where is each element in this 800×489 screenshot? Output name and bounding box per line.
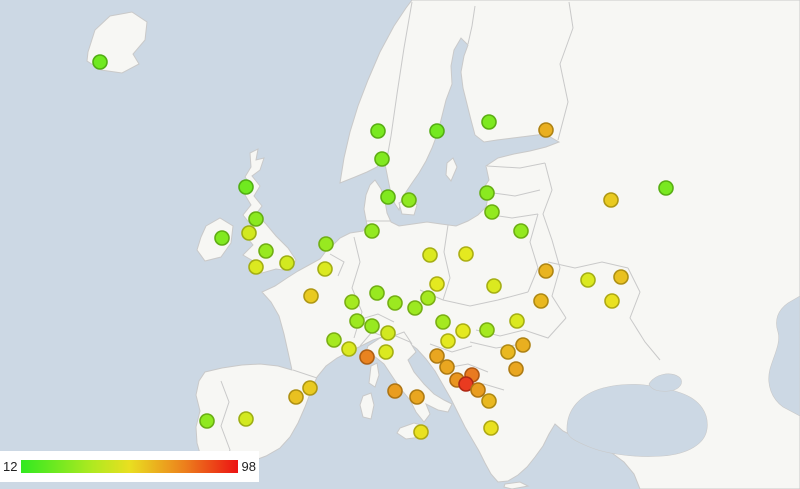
map-marker[interactable]	[238, 179, 254, 195]
map-marker[interactable]	[374, 151, 390, 167]
map-marker[interactable]	[413, 424, 429, 440]
map-legend: 12 98	[0, 451, 259, 482]
map-marker[interactable]	[484, 204, 500, 220]
map-marker[interactable]	[515, 337, 531, 353]
map-marker[interactable]	[258, 243, 274, 259]
landmass-mainland-europe	[195, 0, 800, 489]
map-marker[interactable]	[479, 185, 495, 201]
map-marker[interactable]	[458, 376, 474, 392]
map-marker[interactable]	[470, 382, 486, 398]
map-marker[interactable]	[455, 323, 471, 339]
map-marker[interactable]	[435, 314, 451, 330]
landmass-great-britain	[242, 148, 297, 274]
map-marker[interactable]	[288, 389, 304, 405]
map-marker[interactable]	[420, 290, 436, 306]
map-marker[interactable]	[429, 276, 445, 292]
map-marker[interactable]	[241, 225, 257, 241]
map-marker[interactable]	[238, 411, 254, 427]
map-marker[interactable]	[604, 293, 620, 309]
map-marker[interactable]	[279, 255, 295, 271]
map-marker[interactable]	[92, 54, 108, 70]
map-marker[interactable]	[483, 420, 499, 436]
legend-gradient-bar	[21, 460, 238, 473]
map-marker[interactable]	[378, 344, 394, 360]
map-marker[interactable]	[387, 295, 403, 311]
map-marker[interactable]	[409, 389, 425, 405]
map-marker[interactable]	[603, 192, 619, 208]
map-marker[interactable]	[317, 261, 333, 277]
map-marker[interactable]	[407, 300, 423, 316]
map-marker[interactable]	[538, 122, 554, 138]
map-marker[interactable]	[613, 269, 629, 285]
sea-of-azov	[648, 373, 682, 392]
map-marker[interactable]	[509, 313, 525, 329]
map-marker[interactable]	[422, 247, 438, 263]
island-corsica	[368, 362, 380, 388]
map-marker[interactable]	[439, 359, 455, 375]
map-marker[interactable]	[458, 246, 474, 262]
legend-max-label: 98	[241, 459, 256, 474]
map-marker[interactable]	[364, 318, 380, 334]
map-marker[interactable]	[440, 333, 456, 349]
map-marker[interactable]	[429, 348, 445, 364]
map-marker[interactable]	[479, 322, 495, 338]
markers-layer	[92, 54, 674, 440]
map-marker[interactable]	[248, 211, 264, 227]
map-marker[interactable]	[538, 263, 554, 279]
map-marker[interactable]	[302, 380, 318, 396]
legend-min-label: 12	[3, 459, 18, 474]
map-marker[interactable]	[481, 114, 497, 130]
map-marker[interactable]	[369, 285, 385, 301]
map-marker[interactable]	[508, 361, 524, 377]
map-marker[interactable]	[500, 344, 516, 360]
island-sardinia	[359, 392, 375, 420]
map-marker[interactable]	[580, 272, 596, 288]
map-marker[interactable]	[349, 313, 365, 329]
map-marker[interactable]	[387, 383, 403, 399]
map-marker[interactable]	[380, 189, 396, 205]
map-marker[interactable]	[364, 223, 380, 239]
map-marker[interactable]	[370, 123, 386, 139]
black-sea	[566, 384, 708, 457]
map-marker[interactable]	[344, 294, 360, 310]
map-marker[interactable]	[429, 123, 445, 139]
map-marker[interactable]	[658, 180, 674, 196]
caspian-sea	[768, 295, 800, 417]
map-marker[interactable]	[326, 332, 342, 348]
map-marker[interactable]	[214, 230, 230, 246]
map-marker[interactable]	[401, 192, 417, 208]
map-marker[interactable]	[486, 278, 502, 294]
map-marker[interactable]	[303, 288, 319, 304]
map-marker[interactable]	[380, 325, 396, 341]
map-marker[interactable]	[248, 259, 264, 275]
map-marker[interactable]	[318, 236, 334, 252]
map-marker[interactable]	[359, 349, 375, 365]
island-gotland	[445, 157, 458, 182]
map-marker[interactable]	[533, 293, 549, 309]
map-marker[interactable]	[481, 393, 497, 409]
map-marker[interactable]	[341, 341, 357, 357]
map-marker[interactable]	[513, 223, 529, 239]
island-crete	[503, 481, 530, 489]
map-marker[interactable]	[199, 413, 215, 429]
